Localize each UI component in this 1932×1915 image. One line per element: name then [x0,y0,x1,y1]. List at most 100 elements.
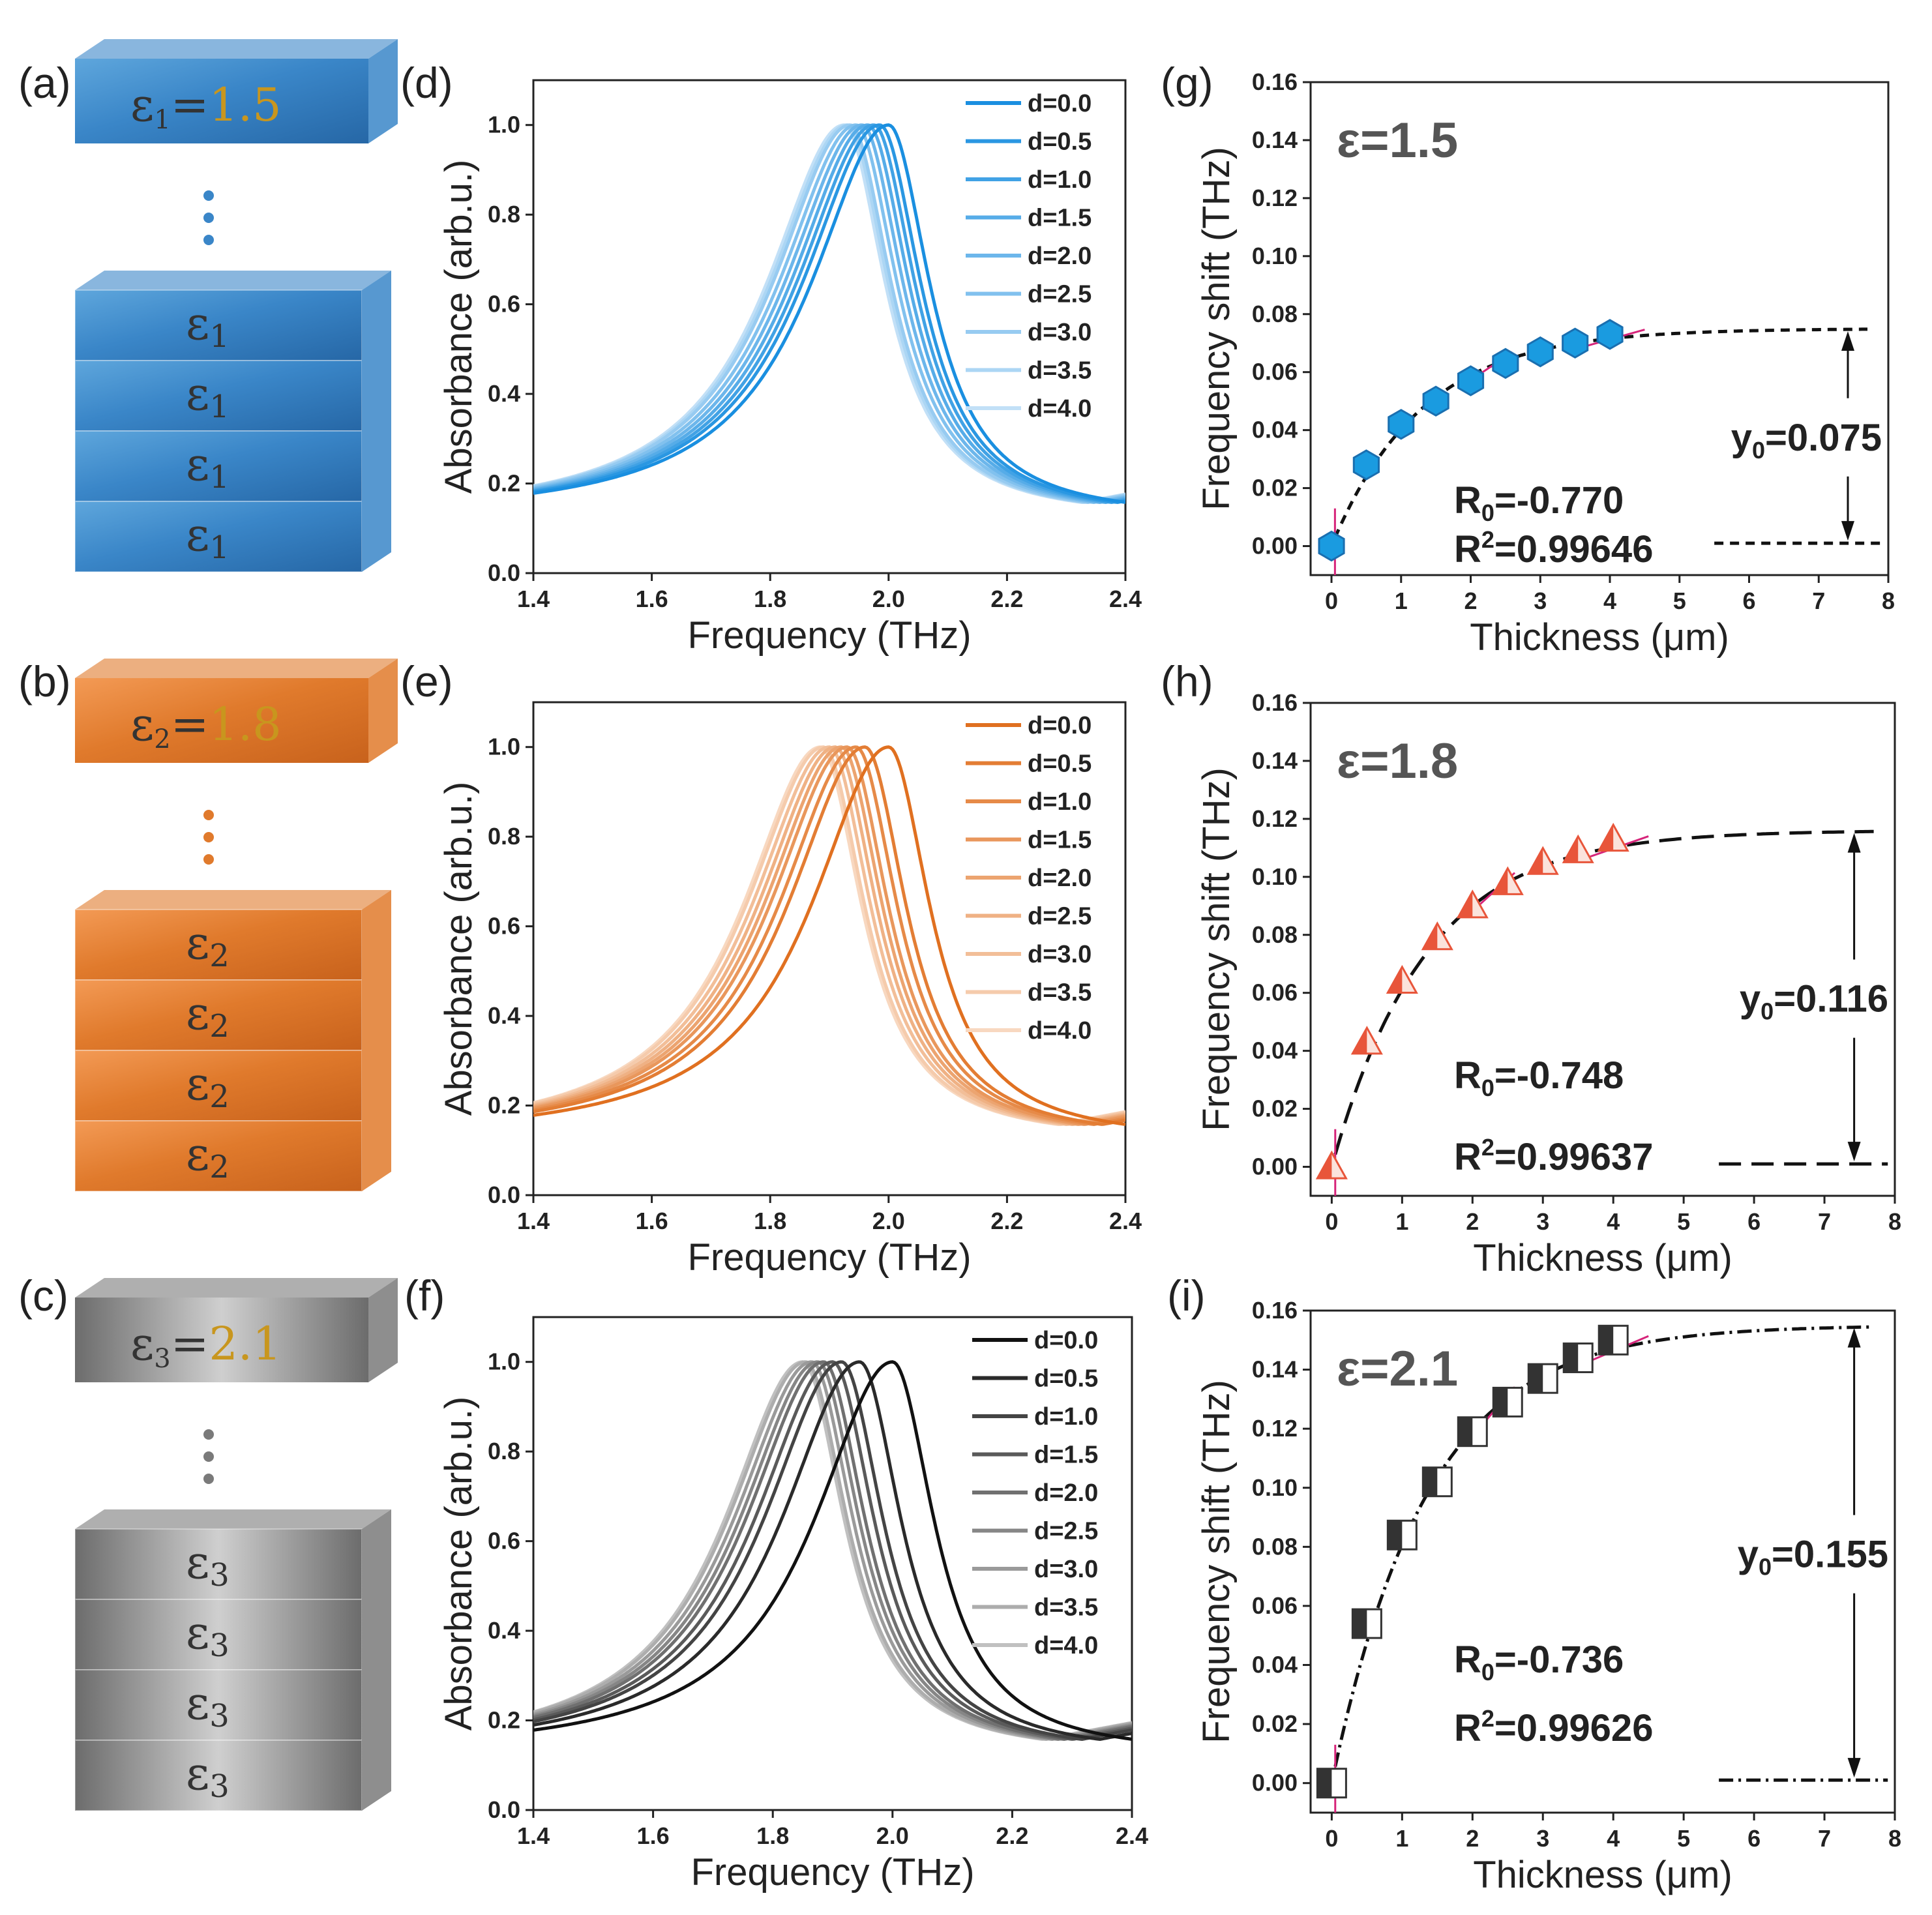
block-stack-2: ε2=1.8 ε2 ε2 ε2 ε2 [74,659,398,1192]
r2-annotation: R2=0.99646 [1454,526,1653,571]
series-line-d=0.5 [533,745,1125,1126]
stack-layer-label: ε3 [186,1747,230,1805]
x-tick-label: 7 [1818,1825,1831,1852]
y-axis-label: Frequency shift (THz) [1195,1380,1238,1744]
curves [533,745,1125,1127]
plot-frame [1309,702,1896,1197]
panel-title: ε=1.8 [1337,734,1458,789]
y0-annotation: y0=0.075 [1731,417,1882,464]
series-line-d=1.0 [533,123,1125,505]
legend-label: d=3.5 [1034,1594,1098,1622]
x-tick-label: 1.4 [517,1208,550,1234]
data-point [1492,348,1519,379]
legend-label: d=0.5 [1028,750,1092,778]
x-axis-label: Frequency (THz) [687,1236,971,1279]
legend-label: d=2.0 [1028,865,1092,892]
data-point [1457,365,1485,396]
panel-title: ε=2.1 [1337,1341,1458,1397]
stack-layer [74,1528,363,1600]
legend-label: d=0.0 [1034,1327,1098,1354]
y-tick-label: 1.0 [488,1348,520,1375]
data-point-fill [1317,1768,1332,1798]
panel-label-i: (i) [1167,1271,1206,1320]
legend-label: d=1.0 [1028,788,1092,816]
y0-annotation: y0=0.116 [1740,978,1888,1025]
legend-label: d=0.0 [1028,712,1092,739]
data-point [1422,385,1449,417]
y-tick-label: 0.4 [488,1617,520,1644]
x-tick-label: 1.6 [637,1822,670,1849]
legend-label: d=1.0 [1028,166,1092,194]
legend-label: d=2.0 [1034,1479,1098,1507]
block-stacks: ε1=1.5ε1ε1ε1ε1ε2=1.8ε2ε2ε2ε2ε3=2.1ε3ε3ε3… [74,39,398,1811]
ellipsis-dot [203,832,214,842]
stack-layer-label: ε1 [186,438,230,496]
y-tick-label: 0.0 [488,1796,520,1823]
x-tick-label: 1.4 [517,586,550,612]
arrow-down-head [1841,521,1854,541]
x-tick-label: 5 [1677,1825,1690,1852]
y-tick-label: 0.06 [1252,979,1298,1006]
r2-annotation: R2=0.99626 [1454,1705,1653,1749]
x-tick-label: 0 [1325,1825,1338,1852]
ellipsis-dot [203,235,214,245]
panel-label-e: (e) [400,657,453,705]
block-top-face [75,1278,398,1298]
x-tick-label: 4 [1607,1825,1620,1852]
ellipsis-dot [203,213,214,223]
y-tick-label: 0.10 [1252,1474,1298,1501]
ellipsis-dot [203,854,214,865]
x-tick-label: 1 [1395,1208,1408,1235]
y0-annotation: y0=0.155 [1738,1534,1888,1581]
x-tick-label: 1 [1395,587,1408,614]
ellipsis-dot [203,1474,214,1484]
ellipsis-dot [203,190,214,201]
y-axis-label: Frequency shift (THz) [1195,767,1238,1131]
series-line-d=1.0 [533,1360,1132,1742]
y-axis-label: Absorbance (arb.u.) [438,782,480,1116]
x-tick-label: 2.2 [990,586,1023,612]
panel-label-f: (f) [404,1271,445,1320]
stack-layer-label: ε3 [186,1606,230,1664]
x-tick-label: 6 [1742,587,1755,614]
y-tick-label: 0.04 [1252,1037,1298,1064]
panel-label-c: (c) [18,1271,68,1320]
block-stack-3: ε3=2.1 ε3 ε3 ε3 ε3 [74,1278,398,1811]
legend-label: d=2.5 [1028,903,1092,930]
x-tick-label: 3 [1536,1208,1549,1235]
y-tick-label: 0.08 [1252,1533,1298,1560]
stack-layer-label: ε2 [186,987,230,1045]
series-line-d=0.5 [533,123,1125,505]
y-tick-label: 0.4 [488,380,520,407]
ellipsis-dot [203,1429,214,1440]
y-axis-label: Frequency shift (THz) [1195,147,1238,511]
data-point-fill [1528,1364,1543,1393]
stack-layer [74,1050,363,1121]
x-tick-label: 8 [1882,587,1895,614]
y-tick-label: 0.0 [488,559,520,586]
r0-annotation: R0=-0.748 [1454,1054,1624,1101]
stack-side-face [362,271,391,572]
y-tick-label: 0.02 [1252,475,1298,501]
legend-label: d=3.0 [1028,941,1092,968]
panel-label-h: (h) [1161,657,1213,705]
y-tick-label: 0.0 [488,1181,520,1208]
data-point-fill [1352,1028,1367,1054]
y-tick-label: 0.06 [1252,1592,1298,1619]
x-tick-label: 2 [1464,587,1478,614]
plot-frame [532,701,1127,1196]
y-tick-label: 0.4 [488,1002,520,1029]
block-side-face [368,1278,398,1382]
data-point [1562,327,1589,359]
absorbance-chart-f: 1.4 1.6 1.8 2.0 2.2 2.4 0.0 0.2 0.4 0.6 0.8 1.0 Freq… [438,1316,1148,1893]
series-line-d=3.0 [533,123,1125,505]
stack-side-face [362,890,391,1191]
x-tick-label: 2.0 [872,586,905,612]
y-tick-label: 0.14 [1252,1356,1298,1383]
y-tick-label: 0.6 [488,913,520,940]
legend-label: d=0.0 [1028,90,1092,117]
stack-layer [74,1669,363,1741]
data-point-fill [1317,1152,1332,1179]
stack-layer-label: ε2 [186,1057,230,1115]
arrow-down-head [1847,1758,1861,1778]
